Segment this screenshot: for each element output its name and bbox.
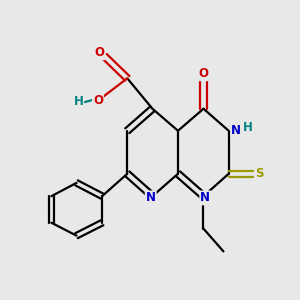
Text: H: H xyxy=(74,94,83,107)
Text: N: N xyxy=(231,124,242,137)
Text: S: S xyxy=(255,167,263,180)
Text: O: O xyxy=(93,94,103,107)
Text: N: N xyxy=(146,191,156,204)
Text: H: H xyxy=(243,122,253,134)
Text: O: O xyxy=(94,46,104,59)
Text: O: O xyxy=(199,67,208,80)
Text: N: N xyxy=(200,191,210,204)
